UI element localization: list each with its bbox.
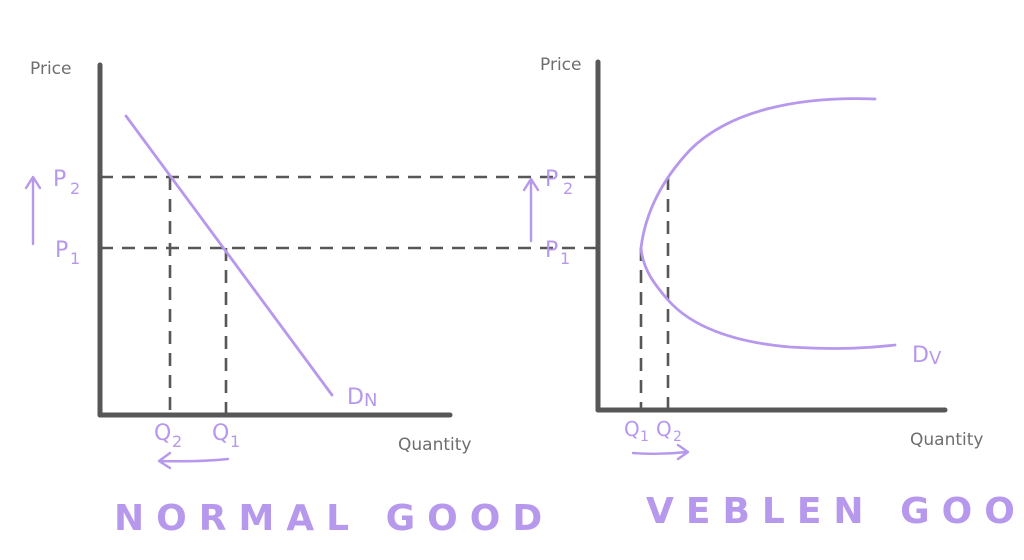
quantity-increase-arrow-icon bbox=[631, 443, 690, 461]
price-up-arrow-icon bbox=[24, 175, 42, 246]
svg-text:2: 2 bbox=[563, 179, 573, 198]
veblen-quantity-label: Quantity bbox=[910, 430, 983, 450]
normal-q2-label: Q 2 bbox=[154, 421, 182, 451]
svg-text:P: P bbox=[545, 167, 558, 192]
svg-text:D: D bbox=[347, 385, 364, 410]
svg-text:Q: Q bbox=[624, 417, 640, 441]
svg-text:1: 1 bbox=[640, 429, 649, 445]
svg-text:N: N bbox=[364, 390, 377, 411]
svg-text:P: P bbox=[545, 238, 558, 263]
quantity-decrease-arrow-icon bbox=[157, 451, 230, 470]
svg-text:Q: Q bbox=[212, 421, 229, 446]
svg-text:2: 2 bbox=[673, 429, 682, 445]
normal-q1-label: Q 1 bbox=[212, 421, 240, 451]
svg-text:1: 1 bbox=[230, 432, 240, 451]
veblen-price-up-arrow-icon bbox=[522, 177, 540, 243]
veblen-q2-label: Q 2 bbox=[656, 417, 682, 445]
veblen-price-label: Price bbox=[540, 55, 581, 75]
svg-text:Q: Q bbox=[656, 417, 672, 441]
veblen-p1-label: P 1 bbox=[545, 238, 570, 268]
veblen-demand-label: D V bbox=[912, 343, 942, 369]
veblen-p2-label: P 2 bbox=[545, 167, 573, 198]
veblen-good-chart: Price Quantity P 2 P 1 Q 1 Q 2 D V VEB bbox=[522, 55, 1024, 532]
svg-text:V: V bbox=[929, 348, 942, 369]
normal-good-chart: Price Quantity P 2 P 1 Q 2 Q 1 D N NOR bbox=[24, 59, 598, 539]
svg-text:2: 2 bbox=[70, 179, 80, 198]
normal-p1-label: P 1 bbox=[55, 238, 80, 268]
svg-text:P: P bbox=[53, 167, 66, 192]
veblen-q1-label: Q 1 bbox=[624, 417, 649, 445]
veblen-demand-curve bbox=[639, 97, 897, 350]
normal-price-label: Price bbox=[30, 59, 71, 79]
svg-text:D: D bbox=[912, 343, 929, 368]
svg-text:P: P bbox=[55, 238, 68, 263]
normal-demand-label: D N bbox=[347, 385, 377, 411]
svg-text:Q: Q bbox=[154, 421, 171, 446]
svg-text:2: 2 bbox=[172, 432, 182, 451]
normal-good-title: NORMAL GOOD bbox=[114, 498, 554, 539]
svg-text:1: 1 bbox=[70, 249, 80, 268]
normal-demand-curve bbox=[124, 114, 334, 397]
normal-quantity-label: Quantity bbox=[398, 435, 471, 455]
veblen-good-title: VEBLEN GOOD bbox=[646, 491, 1024, 532]
normal-p2-label: P 2 bbox=[53, 167, 80, 198]
svg-text:1: 1 bbox=[560, 249, 570, 268]
